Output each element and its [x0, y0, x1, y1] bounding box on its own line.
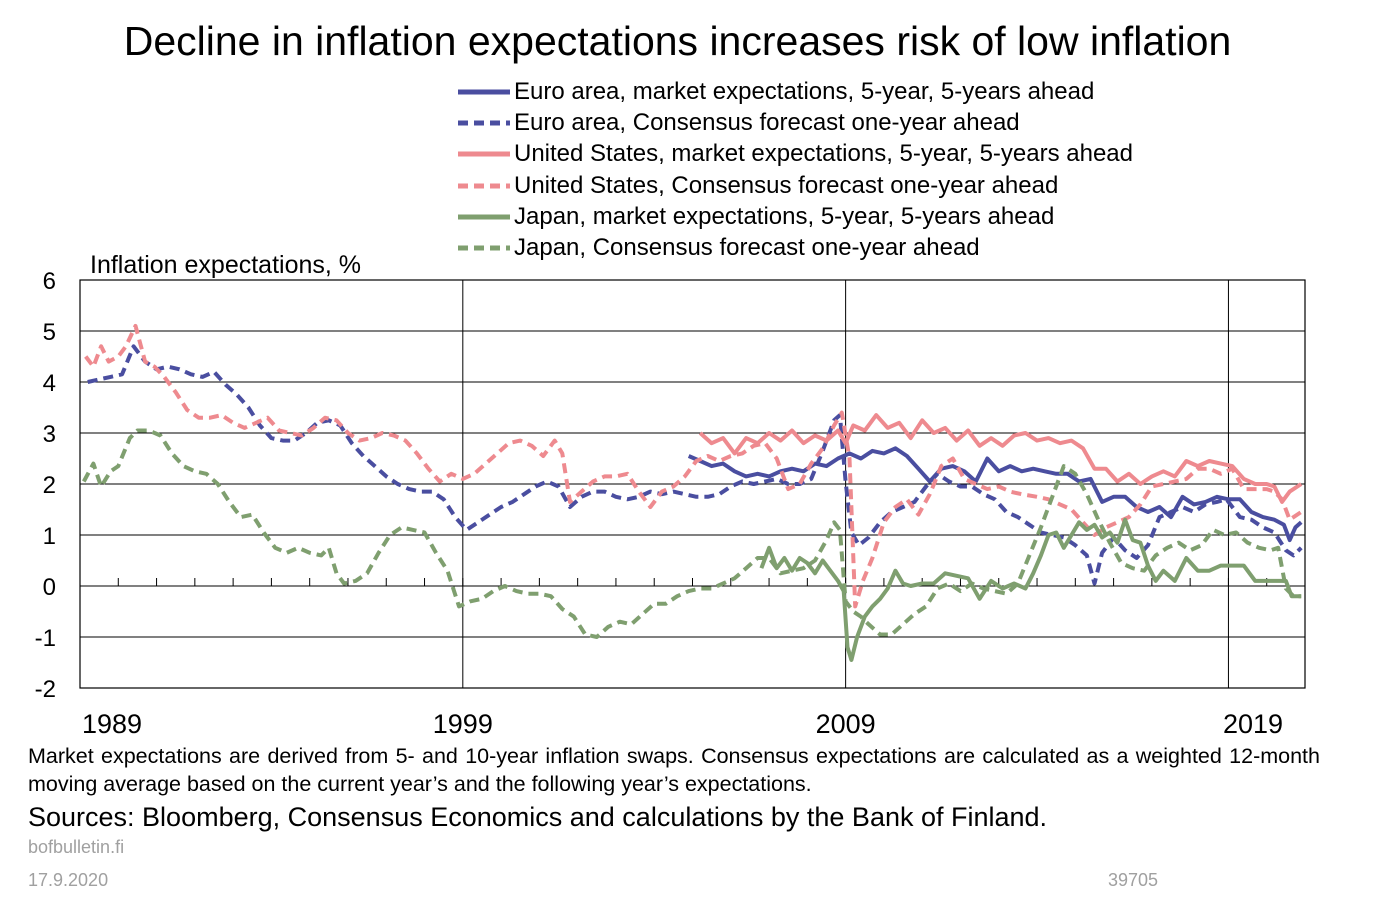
legend-item-5: Japan, market expectations, 5-year, 5-ye…: [456, 201, 1133, 232]
legend-item-3: United States, market expectations, 5-ye…: [456, 139, 1133, 170]
series-line-3: [698, 413, 1303, 504]
chart-sources: Sources: Bloomberg, Consensus Economics …: [28, 802, 1048, 832]
y-tick-label: 3: [43, 421, 56, 448]
site-link[interactable]: bofbulletin.fi: [28, 837, 125, 857]
series-line-2: [87, 344, 1303, 586]
legend-swatch: [458, 245, 510, 251]
x-tick-label: 2009: [816, 709, 876, 739]
x-tick-label: 1989: [82, 709, 142, 739]
y-tick-label: -2: [35, 676, 56, 703]
y-tick-label: 1: [43, 523, 56, 550]
y-tick-label: 2: [43, 472, 56, 499]
y-tick-label: 5: [43, 319, 56, 346]
chart-note: Market expectations are derived from 5- …: [28, 744, 1320, 796]
axes: 6 5 4 3 2 1 0 -1 -2 1989 1999 2009 2019: [35, 268, 1283, 739]
legend-label: Japan, market expectations, 5-year, 5-ye…: [514, 202, 1055, 230]
chart-title: Decline in inflation expectations increa…: [123, 18, 1232, 64]
series-line-6: [82, 428, 1302, 639]
plot-frame: [79, 279, 1306, 689]
legend-label: United States, Consensus forecast one-ye…: [514, 171, 1059, 199]
legend-item-4: United States, Consensus forecast one-ye…: [456, 170, 1133, 201]
legend-swatch: [458, 89, 510, 95]
publication-date: 17.9.2020: [28, 870, 109, 890]
legend-item-2: Euro area, Consensus forecast one-year a…: [456, 107, 1133, 138]
series-line-4: [84, 323, 1303, 609]
legend-label: United States, market expectations, 5-ye…: [514, 140, 1133, 168]
legend-swatch: [458, 183, 510, 189]
y-axis-label: Inflation expectations, %: [90, 251, 361, 279]
legend-label: Euro area, market expectations, 5-year, …: [514, 77, 1095, 105]
x-tick-label: 2019: [1223, 709, 1283, 739]
series-line-1: [687, 446, 1303, 543]
chart-code: 39705: [1108, 870, 1159, 890]
chart-legend: Euro area, market expectations, 5-year, …: [456, 76, 1133, 264]
y-tick-label: 4: [43, 370, 56, 397]
series-line-5: [759, 517, 1302, 662]
legend-item-6: Japan, Consensus forecast one-year ahead: [456, 232, 1133, 263]
legend-swatch: [458, 214, 510, 220]
legend-swatch: [458, 120, 510, 126]
y-tick-label: 6: [43, 268, 56, 295]
legend-item-1: Euro area, market expectations, 5-year, …: [456, 76, 1133, 107]
y-tick-label: 0: [43, 574, 56, 601]
x-tick-label: 1999: [433, 709, 493, 739]
grid-lines: [80, 280, 1305, 688]
series-lines: [82, 323, 1303, 662]
legend-label: Euro area, Consensus forecast one-year a…: [514, 108, 1020, 136]
legend-swatch: [458, 151, 510, 157]
y-tick-label: -1: [35, 625, 56, 652]
legend-label: Japan, Consensus forecast one-year ahead: [514, 234, 980, 262]
